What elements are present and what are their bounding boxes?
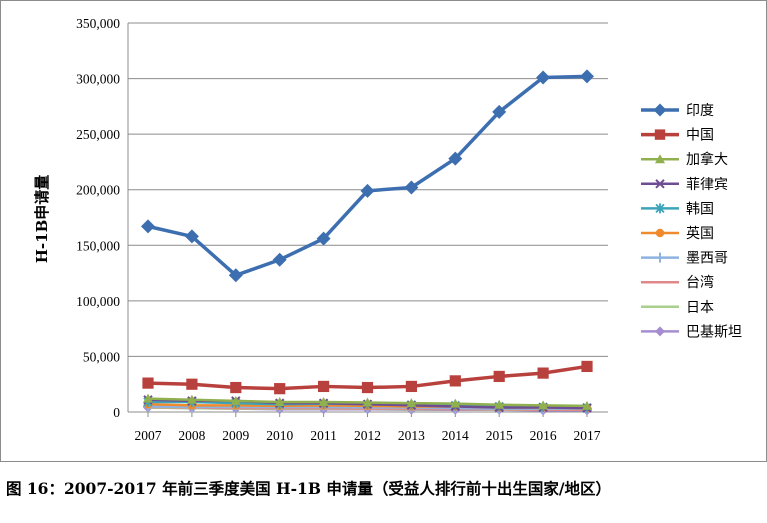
legend-label: 英国 xyxy=(686,225,714,242)
data-point xyxy=(655,252,665,263)
legend-item: 墨西哥 xyxy=(641,251,728,267)
data-point xyxy=(274,383,286,395)
data-point xyxy=(448,151,463,166)
y-tick-label: 100,000 xyxy=(76,294,120,309)
x-tick-label: 2015 xyxy=(486,428,513,443)
data-point xyxy=(274,396,285,406)
series-1 xyxy=(141,69,594,283)
y-tick-label: 250,000 xyxy=(76,127,120,142)
y-tick-label: 0 xyxy=(113,405,120,420)
x-tick-label: 2011 xyxy=(310,428,337,443)
figure-caption: 图 16：2007-2017 年前三季度美国 H-1B 申请量（受益人排行前十出… xyxy=(6,479,611,498)
gridlines xyxy=(128,22,608,357)
x-tick-label: 2008 xyxy=(178,428,205,443)
x-tick-label: 2017 xyxy=(574,428,601,443)
data-point xyxy=(405,380,417,393)
legend-item: 菲律宾 xyxy=(641,177,728,193)
y-tick-label: 200,000 xyxy=(76,183,120,198)
x-tick-labels: 2007 2008 2009 2010 2011 2012 2013 2014 2015 2016… xyxy=(135,428,601,443)
data-point xyxy=(655,179,665,189)
legend-label: 巴基斯坦 xyxy=(686,323,742,340)
series-lines xyxy=(141,69,594,416)
data-point xyxy=(142,377,154,389)
chart-frame: 0 50,000 100,000 150,000 200,000 250,000 300,0… xyxy=(0,0,767,462)
data-point xyxy=(538,400,549,410)
data-point xyxy=(450,398,461,408)
data-point xyxy=(228,268,243,283)
data-point xyxy=(492,104,507,119)
data-point xyxy=(493,370,505,383)
series-3 xyxy=(143,393,592,410)
legend-label: 中国 xyxy=(686,128,714,144)
data-point xyxy=(449,375,461,387)
data-point xyxy=(653,103,667,117)
data-point xyxy=(361,381,374,394)
legend-item: 台湾 xyxy=(641,274,714,291)
x-tick-label: 2010 xyxy=(266,428,293,443)
data-point xyxy=(184,229,199,244)
y-axis-label: H-1B申请量 xyxy=(33,175,51,264)
legend-item: 韩国 xyxy=(641,201,714,217)
data-point xyxy=(141,219,155,234)
y-tick-label: 350,000 xyxy=(76,16,120,31)
line-chart: 0 50,000 100,000 150,000 200,000 250,000 300,0… xyxy=(33,16,742,443)
data-point xyxy=(655,228,665,238)
y-tick-label: 50,000 xyxy=(83,349,120,364)
legend-item: 英国 xyxy=(641,225,714,242)
data-point xyxy=(404,180,419,195)
x-tick-label: 2012 xyxy=(354,428,381,443)
data-point xyxy=(186,394,197,404)
x-tick-label: 2007 xyxy=(135,428,162,443)
data-point xyxy=(360,183,375,198)
data-point xyxy=(362,397,373,407)
data-point xyxy=(186,378,198,390)
x-tick-label: 2016 xyxy=(530,428,557,443)
data-point xyxy=(655,203,665,214)
legend-label: 加拿大 xyxy=(686,151,728,168)
data-point xyxy=(230,381,242,394)
data-point xyxy=(143,393,153,403)
legend-label: 韩国 xyxy=(686,201,714,217)
legend-item: 日本 xyxy=(641,300,714,316)
legend-label: 菲律宾 xyxy=(686,177,728,193)
data-point xyxy=(582,400,592,410)
y-tick-label: 150,000 xyxy=(76,238,120,253)
legend-label: 印度 xyxy=(686,103,714,119)
legend-item: 印度 xyxy=(641,103,714,119)
legend-item: 中国 xyxy=(641,128,714,144)
data-point xyxy=(580,69,594,84)
legend-label: 墨西哥 xyxy=(686,251,728,267)
data-point xyxy=(536,70,551,85)
data-point xyxy=(537,367,549,379)
data-point xyxy=(318,396,329,406)
x-tick-label: 2009 xyxy=(222,428,249,443)
legend-item: 巴基斯坦 xyxy=(641,323,742,340)
y-tick-label: 300,000 xyxy=(76,72,120,87)
legend-label: 台湾 xyxy=(686,274,714,291)
data-point xyxy=(318,380,330,393)
series-2 xyxy=(142,360,593,395)
data-point xyxy=(494,399,505,409)
data-point xyxy=(406,398,417,408)
data-point xyxy=(316,231,331,246)
data-point xyxy=(654,129,666,140)
data-point xyxy=(655,154,665,164)
data-point xyxy=(272,252,287,267)
x-tick-label: 2014 xyxy=(442,428,469,443)
legend-label: 日本 xyxy=(686,300,714,316)
data-point xyxy=(655,326,665,337)
x-tick-label: 2013 xyxy=(398,428,425,443)
data-point xyxy=(581,360,593,373)
y-tick-labels: 0 50,000 100,000 150,000 200,000 250,000 300,0… xyxy=(76,16,120,420)
legend-item: 加拿大 xyxy=(641,151,728,168)
data-point xyxy=(230,395,241,405)
